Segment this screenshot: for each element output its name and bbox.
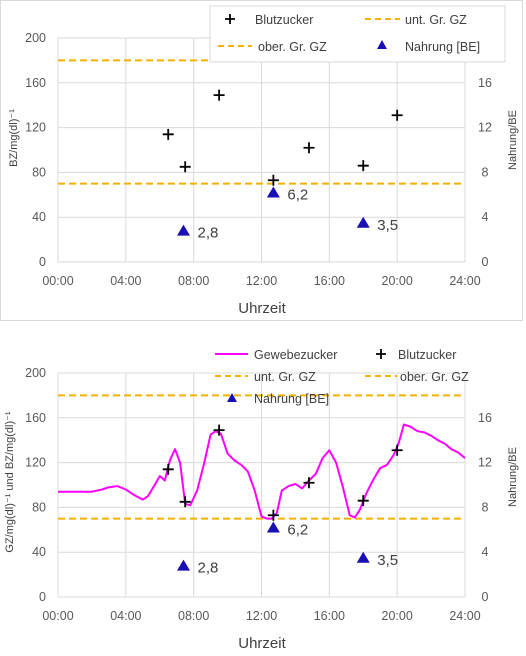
y-tick-label: 120 <box>25 121 46 135</box>
svg-text:Blutzucker: Blutzucker <box>255 13 313 27</box>
x-tick-label: 12:00 <box>246 609 277 623</box>
nahrung-point <box>266 186 280 198</box>
x-tick-label: 00:00 <box>42 274 73 288</box>
y2-tick-label: 4 <box>482 545 489 559</box>
nahrung-point <box>176 559 190 571</box>
y2-axis-label: Nahrung/BE <box>507 447 519 507</box>
chart-gewebezucker: 00:00 04:00 08:00 12:00 16:00 20:00 24:0004080… <box>4 348 519 652</box>
x-tick-label: 20:00 <box>382 274 413 288</box>
legend-unt-gr-gz: unt. Gr. GZ <box>215 370 316 384</box>
y2-tick-label: 0 <box>482 590 489 604</box>
y2-axis-label: Nahrung/BE <box>507 110 519 170</box>
blutzucker-point <box>357 160 369 172</box>
legend-ober-gr-gz: ober. Gr. GZ <box>218 40 327 54</box>
nahrung-point <box>356 216 370 228</box>
y2-tick-label: 12 <box>478 121 492 135</box>
blutzucker-point <box>162 463 174 475</box>
y2-tick-label: 8 <box>482 165 489 179</box>
legend-gewebezucker: Gewebezucker <box>215 348 337 362</box>
blutzucker-point <box>267 174 279 186</box>
svg-text:unt. Gr. GZ: unt. Gr. GZ <box>405 13 467 27</box>
blutzucker-point <box>267 509 279 521</box>
svg-text:ober. Gr. GZ: ober. Gr. GZ <box>400 370 469 384</box>
nahrung-label: 2,8 <box>197 225 218 242</box>
legend: Gewebezucker Blutzucker unt. Gr. GZ ober… <box>215 348 469 406</box>
y-tick-label: 0 <box>39 590 46 604</box>
blutzucker-point <box>179 496 191 508</box>
x-tick-label: 04:00 <box>110 274 141 288</box>
blutzucker-point <box>303 142 315 154</box>
y-tick-label: 200 <box>25 31 46 45</box>
y-tick-label: 40 <box>32 210 46 224</box>
nahrung-label: 3,5 <box>377 552 398 569</box>
legend-blutzucker: Blutzucker <box>376 348 456 362</box>
y2-tick-label: 16 <box>478 76 492 90</box>
x-tick-label: 24:00 <box>449 274 480 288</box>
legend-nahrung: Nahrung [BE] <box>227 392 329 406</box>
svg-text:Blutzucker: Blutzucker <box>398 348 456 362</box>
x-axis-label: Uhrzeit <box>238 635 286 652</box>
legend-nahrung: Nahrung [BE] <box>377 40 480 54</box>
y2-tick-label: 0 <box>482 255 489 269</box>
nahrung-point <box>356 551 370 563</box>
svg-text:Gewebezucker: Gewebezucker <box>254 348 337 362</box>
x-tick-label: 00:00 <box>42 609 73 623</box>
x-tick-label: 16:00 <box>314 609 345 623</box>
chart-blutzucker: 00:00 04:00 08:00 12:00 16:00 20:00 24:0004080… <box>0 0 523 321</box>
svg-text:Nahrung [BE]: Nahrung [BE] <box>405 40 480 54</box>
y2-tick-label: 12 <box>478 456 492 470</box>
y-tick-label: 40 <box>32 545 46 559</box>
nahrung-point <box>266 521 280 533</box>
y-tick-label: 160 <box>25 76 46 90</box>
svg-text:Nahrung [BE]: Nahrung [BE] <box>254 392 329 406</box>
y-tick-label: 0 <box>39 255 46 269</box>
y2-tick-label: 16 <box>478 411 492 425</box>
legend-unt-gr-gz: unt. Gr. GZ <box>365 13 467 27</box>
x-tick-label: 08:00 <box>178 609 209 623</box>
x-tick-label: 24:00 <box>449 609 480 623</box>
y-tick-label: 160 <box>25 411 46 425</box>
x-tick-label: 20:00 <box>382 609 413 623</box>
blutzucker-point <box>391 444 403 456</box>
x-axis-label: Uhrzeit <box>238 300 286 317</box>
blutzucker-point <box>213 424 225 436</box>
nahrung-label: 2,8 <box>197 560 218 577</box>
y-axis-label: BZ/mg(dl)⁻¹ <box>8 109 20 167</box>
x-tick-label: 04:00 <box>110 609 141 623</box>
y-axis-label: GZ/mg(dl)⁻¹ und BZ/mg(dl)⁻¹ <box>4 411 16 553</box>
nahrung-label: 6,2 <box>287 522 308 539</box>
legend: Blutzucker unt. Gr. GZ ober. Gr. GZ Nahr… <box>209 5 506 63</box>
nahrung-label: 6,2 <box>287 187 308 204</box>
blutzucker-point <box>213 89 225 101</box>
legend-blutzucker: Blutzucker <box>225 13 313 27</box>
y-tick-label: 80 <box>32 165 46 179</box>
svg-text:unt. Gr. GZ: unt. Gr. GZ <box>254 370 316 384</box>
gewebezucker-line <box>58 423 466 520</box>
y2-tick-label: 8 <box>482 500 489 514</box>
y-tick-label: 200 <box>25 366 46 380</box>
blutzucker-point <box>391 109 403 121</box>
blutzucker-point <box>162 128 174 140</box>
y2-tick-label: 4 <box>482 210 489 224</box>
x-tick-label: 12:00 <box>246 274 277 288</box>
blutzucker-point <box>357 495 369 507</box>
y-tick-label: 120 <box>25 456 46 470</box>
nahrung-label: 3,5 <box>377 217 398 234</box>
blutzucker-point <box>179 161 191 173</box>
nahrung-point <box>176 224 190 236</box>
blutzucker-point <box>303 477 315 489</box>
y-tick-label: 80 <box>32 500 46 514</box>
x-tick-label: 16:00 <box>314 274 345 288</box>
legend-ober-gr-gz: ober. Gr. GZ <box>365 370 469 384</box>
svg-text:ober. Gr. GZ: ober. Gr. GZ <box>258 40 327 54</box>
x-tick-label: 08:00 <box>178 274 209 288</box>
